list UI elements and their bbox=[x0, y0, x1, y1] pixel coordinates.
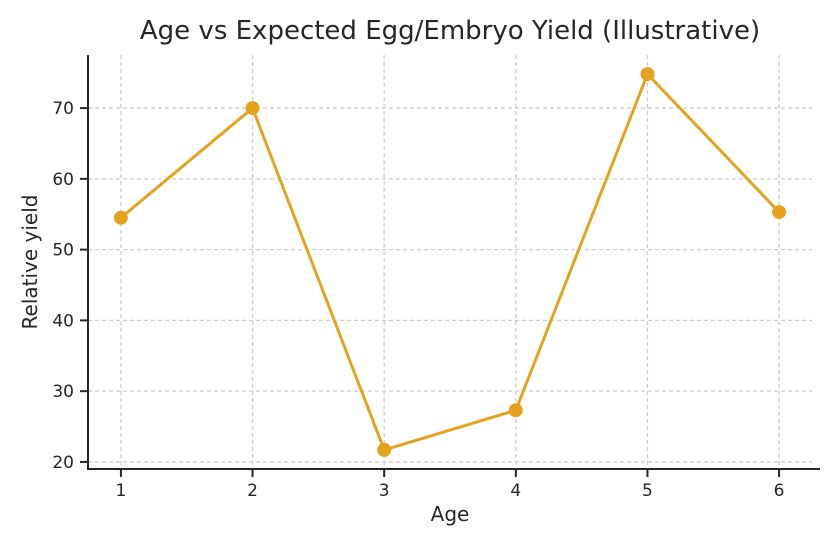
x-tick-label: 3 bbox=[379, 481, 390, 501]
data-point-marker bbox=[772, 205, 787, 220]
gridlines bbox=[88, 55, 812, 469]
yield-line-series bbox=[119, 72, 781, 452]
y-tick-label: 20 bbox=[52, 453, 74, 473]
x-tick-label: 2 bbox=[247, 481, 258, 501]
x-tick-label: 1 bbox=[115, 481, 126, 501]
chart-title: Age vs Expected Egg/Embryo Yield (Illust… bbox=[139, 16, 761, 46]
y-tick-label: 70 bbox=[52, 99, 74, 119]
data-point-markers bbox=[113, 67, 787, 457]
x-axis-ticks: 1 2 3 4 5 6 bbox=[115, 469, 785, 501]
x-tick-label: 4 bbox=[510, 481, 521, 501]
x-axis-label: Age bbox=[430, 502, 470, 526]
axes-spines bbox=[87, 55, 820, 470]
y-tick-label: 30 bbox=[52, 382, 74, 402]
data-point-marker bbox=[508, 403, 523, 418]
data-point-marker bbox=[640, 67, 655, 82]
x-tick-label: 6 bbox=[774, 481, 785, 501]
y-tick-label: 50 bbox=[52, 241, 74, 261]
y-tick-label: 60 bbox=[52, 170, 74, 190]
y-axis-ticks: 20 30 40 50 60 70 bbox=[52, 99, 88, 473]
y-tick-label: 40 bbox=[52, 311, 74, 331]
data-point-marker bbox=[377, 442, 392, 457]
x-tick-label: 5 bbox=[642, 481, 653, 501]
data-point-marker bbox=[245, 101, 260, 116]
y-axis-label: Relative yield bbox=[18, 194, 42, 330]
data-point-marker bbox=[113, 210, 128, 225]
